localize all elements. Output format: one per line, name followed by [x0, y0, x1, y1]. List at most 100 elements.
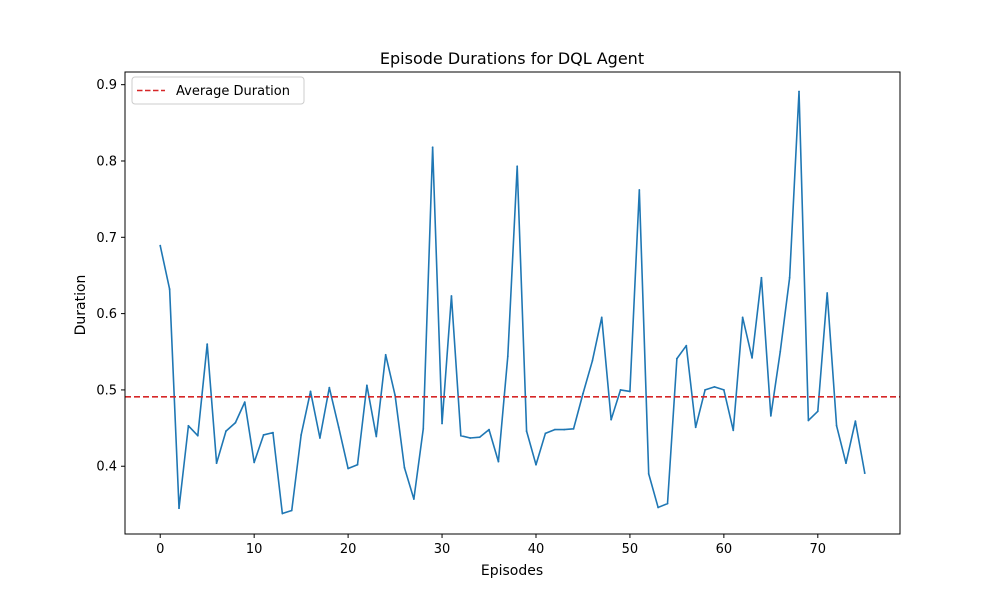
data-point [788, 276, 791, 279]
data-point [262, 434, 265, 436]
data-point [384, 353, 387, 356]
data-point [666, 502, 669, 505]
data-point [281, 512, 284, 515]
data-point [779, 350, 782, 353]
data-point [309, 390, 312, 393]
data-point [675, 357, 678, 360]
data-point [328, 386, 331, 389]
data-point [685, 344, 688, 347]
plot-frame [124, 71, 901, 535]
data-point [610, 418, 613, 421]
data-point [347, 467, 350, 470]
data-point [619, 389, 622, 391]
data-point [741, 316, 744, 319]
data-point [290, 509, 293, 512]
y-tick-label: 0.5 [96, 383, 117, 398]
data-point [403, 466, 406, 469]
x-tick-label: 60 [716, 542, 733, 557]
data-point [159, 244, 162, 247]
legend-box [131, 76, 305, 105]
data-point [525, 430, 528, 433]
data-point [863, 472, 866, 474]
data-point [704, 389, 706, 391]
data-point [563, 428, 566, 431]
data-point [826, 292, 829, 294]
data-point [582, 392, 584, 395]
legend-average-label: Average Duration [176, 84, 290, 99]
data-point [516, 165, 519, 168]
y-tick-label: 0.7 [96, 231, 117, 246]
plot-area [124, 71, 901, 535]
data-point [412, 498, 415, 500]
data-point [356, 463, 359, 466]
data-point [215, 462, 218, 465]
data-point [769, 414, 772, 417]
chart-title: Episode Durations for DQL Agent [380, 49, 644, 68]
data-point [854, 420, 857, 423]
data-point [657, 506, 660, 509]
data-point [337, 426, 340, 429]
x-tick-label: 0 [156, 542, 164, 557]
y-tick-label: 0.6 [96, 307, 117, 322]
data-point [243, 401, 246, 404]
data-point [845, 462, 847, 465]
x-tick-label: 20 [340, 542, 357, 557]
data-point [722, 389, 725, 391]
data-point [450, 295, 453, 297]
y-tick-label: 0.9 [96, 78, 117, 93]
data-point [535, 463, 537, 466]
data-point [225, 430, 227, 433]
data-point [798, 90, 800, 93]
plot-background [125, 72, 900, 534]
data-point [469, 437, 472, 439]
data-point [506, 355, 509, 358]
data-point [300, 434, 303, 436]
data-point [638, 189, 641, 191]
data-point [234, 421, 237, 424]
data-point [196, 434, 199, 437]
y-tick-label: 0.4 [96, 460, 117, 475]
data-point [488, 428, 490, 431]
data-point [713, 385, 716, 388]
data-point [394, 394, 396, 397]
data-point [751, 356, 753, 359]
x-tick-label: 40 [528, 542, 545, 557]
data-point [816, 410, 819, 413]
data-point [591, 360, 594, 362]
legend: Average Duration [131, 76, 305, 105]
data-point [178, 507, 180, 510]
data-point [459, 434, 462, 437]
y-axis-ticks: 0.4 0.5 0.6 0.7 0.8 0.9 [96, 78, 125, 475]
data-point [365, 384, 368, 387]
y-tick-label: 0.8 [96, 154, 117, 169]
data-point [478, 436, 481, 439]
data-point [431, 146, 434, 149]
data-point [647, 472, 650, 475]
data-point [544, 432, 547, 435]
y-axis-label: Duration [73, 275, 89, 336]
x-tick-label: 30 [434, 542, 451, 557]
data-point [732, 429, 735, 432]
data-point [253, 461, 256, 464]
data-point [694, 426, 697, 429]
data-point [572, 427, 575, 430]
x-tick-label: 10 [246, 542, 263, 557]
series-line [159, 90, 866, 515]
x-axis-ticks: 0 10 20 30 40 50 60 70 [156, 534, 826, 557]
x-axis-label: Episodes [481, 563, 543, 579]
data-point [422, 427, 425, 430]
data-point [375, 435, 378, 438]
x-tick-label: 50 [622, 542, 639, 557]
data-point [441, 422, 443, 425]
data-point [835, 424, 838, 427]
x-tick-label: 70 [810, 542, 827, 557]
data-point [319, 437, 321, 439]
data-point [272, 431, 274, 434]
data-point [206, 343, 209, 346]
data-point [807, 419, 810, 422]
data-point [600, 316, 603, 319]
data-point [187, 424, 190, 427]
data-point [168, 288, 171, 291]
